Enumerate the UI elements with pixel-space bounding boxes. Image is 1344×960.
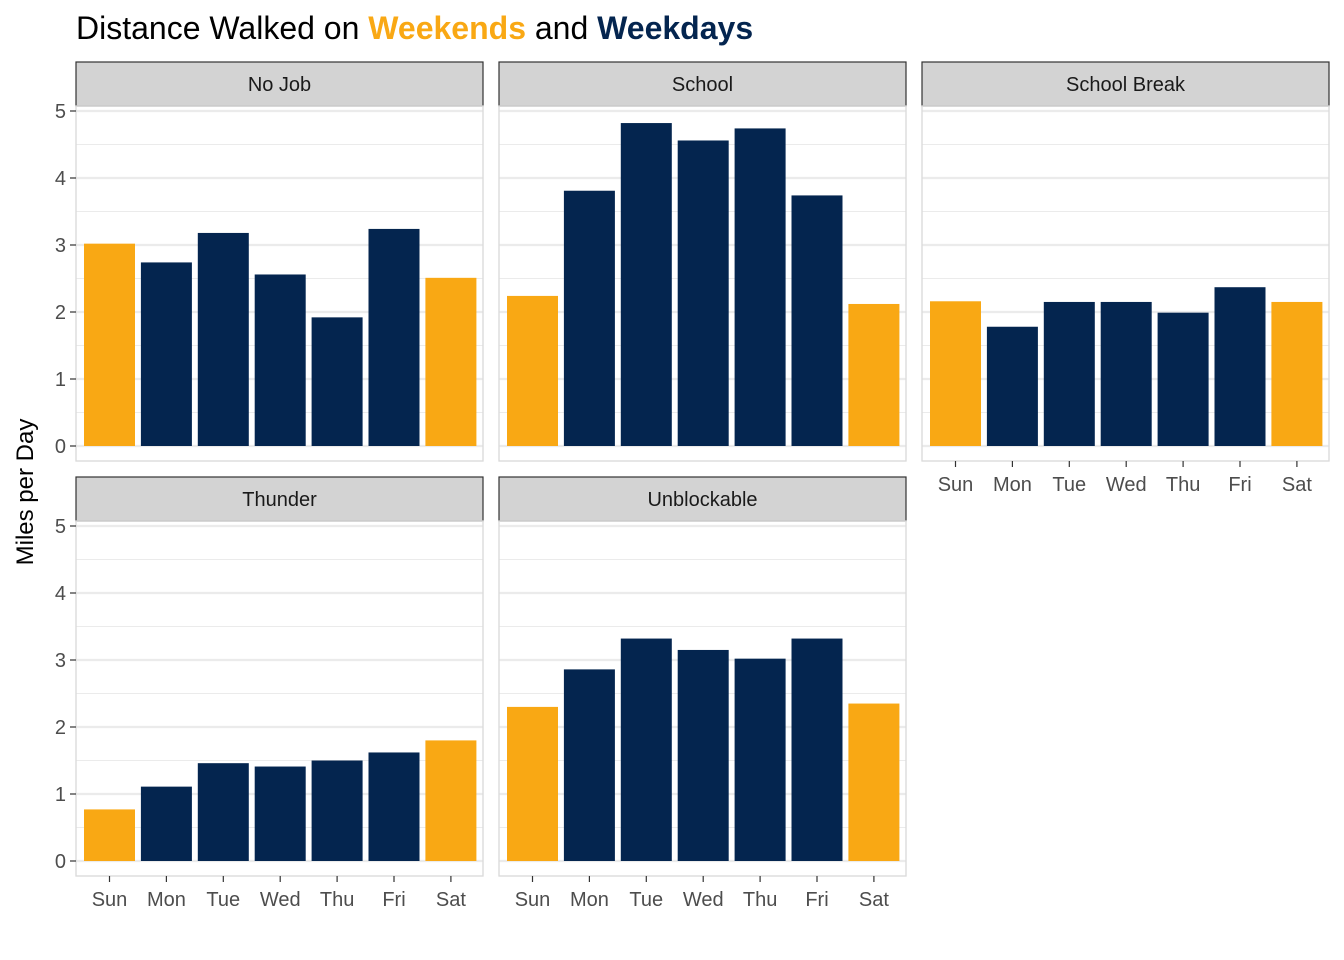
x-tick-label: Sat bbox=[859, 889, 889, 911]
bar-mon bbox=[140, 786, 192, 861]
x-tick-label: Wed bbox=[260, 889, 301, 911]
bar-sat bbox=[848, 303, 900, 446]
x-tick-label: Fri bbox=[1228, 474, 1251, 496]
title-prefix: Distance Walked on bbox=[76, 10, 369, 46]
x-tick-label: Mon bbox=[570, 889, 609, 911]
chart-title: Distance Walked on Weekends and Weekdays bbox=[76, 8, 753, 48]
bar-sat bbox=[425, 277, 477, 446]
bar-mon bbox=[563, 669, 615, 861]
facet-panel: Unblockable Sun Mon Tue Wed Thu Fri Sat bbox=[498, 476, 907, 911]
x-tick-label: Wed bbox=[683, 889, 724, 911]
facet-strip-label: School Break bbox=[1066, 74, 1186, 96]
bar-sun bbox=[930, 301, 981, 446]
bar-fri bbox=[791, 638, 843, 861]
y-tick-label: 0 bbox=[55, 436, 66, 458]
bar-wed bbox=[254, 274, 306, 446]
bar-tue bbox=[620, 638, 672, 861]
y-tick-label: 2 bbox=[55, 717, 66, 739]
bar-thu bbox=[734, 658, 786, 861]
facet-panel: School Break Sun Mon Tue Wed Thu Fri Sat bbox=[921, 61, 1330, 496]
y-tick-label: 1 bbox=[55, 784, 66, 806]
facet-panel: Thunder 0 1 2 3 4 5 Sun Mon Tue Wed Thu Fri Sat bbox=[55, 476, 484, 911]
x-tick-label: Fri bbox=[805, 889, 828, 911]
panel-border bbox=[498, 520, 907, 877]
x-tick-label: Sun bbox=[92, 889, 128, 911]
bar-thu bbox=[1157, 312, 1209, 446]
bar-wed bbox=[254, 766, 306, 861]
panel-border bbox=[921, 105, 1330, 462]
x-tick-label: Sun bbox=[515, 889, 551, 911]
bar-fri bbox=[1214, 287, 1266, 446]
bar-sun bbox=[84, 809, 135, 861]
bar-mon bbox=[140, 262, 192, 446]
y-tick-label: 3 bbox=[55, 650, 66, 672]
bar-wed bbox=[677, 649, 729, 861]
bar-sun bbox=[507, 295, 558, 446]
bar-sat bbox=[848, 703, 900, 861]
bar-sat bbox=[425, 740, 477, 861]
x-tick-label: Sat bbox=[436, 889, 466, 911]
bar-sat bbox=[1271, 301, 1323, 446]
bar-mon bbox=[986, 326, 1038, 446]
facet-strip bbox=[75, 61, 484, 107]
panel-border bbox=[75, 520, 484, 877]
y-tick-label: 2 bbox=[55, 302, 66, 324]
panel-border bbox=[498, 105, 907, 462]
title-weekdays: Weekdays bbox=[597, 10, 754, 46]
bar-sun bbox=[507, 706, 558, 861]
facet-strip bbox=[921, 61, 1330, 107]
facet-strip-label: Unblockable bbox=[647, 489, 757, 511]
bar-fri bbox=[791, 195, 843, 446]
bar-thu bbox=[311, 317, 363, 446]
bar-thu bbox=[311, 760, 363, 861]
title-connector: and bbox=[525, 10, 598, 46]
x-tick-label: Sat bbox=[1282, 474, 1312, 496]
facet-strip bbox=[75, 476, 484, 522]
bar-wed bbox=[677, 140, 729, 447]
facet-panel: School bbox=[498, 61, 907, 462]
bar-tue bbox=[1043, 301, 1095, 446]
x-tick-label: Tue bbox=[206, 889, 240, 911]
y-tick-label: 0 bbox=[55, 851, 66, 873]
bar-thu bbox=[734, 128, 786, 447]
bar-tue bbox=[197, 232, 249, 446]
x-tick-label: Tue bbox=[629, 889, 663, 911]
x-tick-label: Fri bbox=[382, 889, 405, 911]
facet-strip-label: School bbox=[672, 74, 733, 96]
x-tick-label: Thu bbox=[320, 889, 354, 911]
bar-tue bbox=[197, 763, 249, 861]
y-tick-label: 3 bbox=[55, 235, 66, 257]
bar-sun bbox=[84, 243, 135, 446]
x-tick-label: Thu bbox=[743, 889, 777, 911]
x-tick-label: Mon bbox=[147, 889, 186, 911]
facet-strip bbox=[498, 476, 907, 522]
y-tick-label: 4 bbox=[55, 168, 66, 190]
facet-strip-label: Thunder bbox=[242, 489, 317, 511]
y-tick-label: 5 bbox=[55, 516, 66, 538]
x-tick-label: Wed bbox=[1106, 474, 1147, 496]
bar-wed bbox=[1100, 301, 1152, 446]
y-tick-label: 4 bbox=[55, 583, 66, 605]
bar-mon bbox=[563, 190, 615, 446]
y-tick-label: 1 bbox=[55, 369, 66, 391]
x-tick-label: Mon bbox=[993, 474, 1032, 496]
facet-panel: No Job 0 1 2 3 4 5 bbox=[55, 61, 484, 462]
bar-fri bbox=[368, 228, 420, 446]
bar-fri bbox=[368, 752, 420, 861]
x-tick-label: Tue bbox=[1052, 474, 1086, 496]
panel-border bbox=[75, 105, 484, 462]
x-tick-label: Sun bbox=[938, 474, 974, 496]
x-tick-label: Thu bbox=[1166, 474, 1200, 496]
y-tick-label: 5 bbox=[55, 101, 66, 123]
bar-tue bbox=[620, 123, 672, 446]
title-weekends: Weekends bbox=[368, 10, 526, 46]
facet-strip-label: No Job bbox=[248, 74, 311, 96]
